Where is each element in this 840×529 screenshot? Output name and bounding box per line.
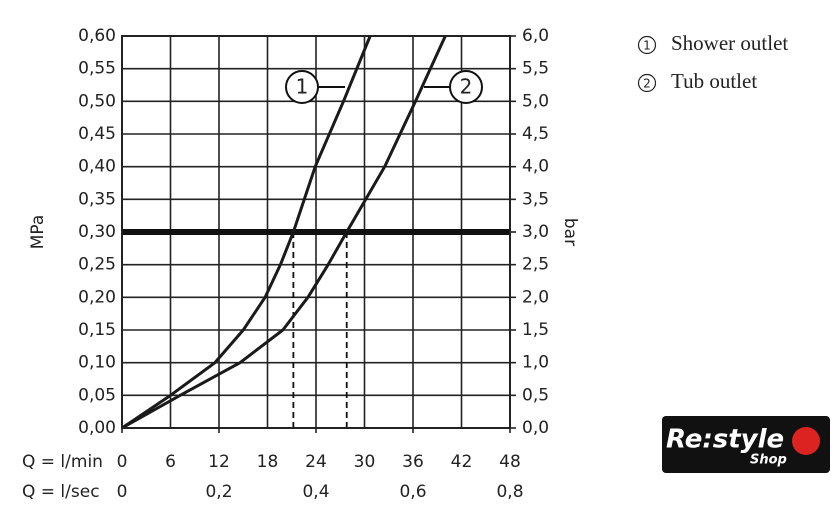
y2-tick-label: 3,5 — [522, 189, 549, 209]
legend-label: Shower outlet — [671, 31, 788, 55]
x-tick-label: 24 — [305, 452, 327, 472]
legend-symbol — [637, 73, 657, 93]
x-tick-label: 42 — [451, 452, 473, 472]
y-tick-label: 0,05 — [78, 385, 116, 405]
y2-tick-label: 0,5 — [522, 385, 549, 405]
callout-label: 1 — [296, 75, 309, 99]
plot-frame — [121, 35, 511, 429]
x2-axis-label: Q = l/sec — [22, 482, 100, 502]
y2-tick-label: 6,0 — [522, 26, 549, 46]
x-tick-label: 0 — [117, 452, 128, 472]
y2-tick-label: 0,0 — [522, 418, 549, 438]
y-tick-label: 0,60 — [78, 26, 116, 46]
x-tick-label: 30 — [354, 452, 376, 472]
y2-tick-label: 2,0 — [522, 287, 549, 307]
logo-box — [662, 416, 830, 473]
y-tick-label: 0,35 — [78, 189, 116, 209]
y2-tick-label: 1,0 — [522, 353, 549, 373]
x-tick-label: 36 — [402, 452, 424, 472]
legend-symbol-label: 1 — [643, 39, 651, 53]
x-tick-label: 6 — [165, 452, 176, 472]
y2-tick-label: 2,5 — [522, 255, 549, 275]
legend-label: Tub outlet — [671, 69, 757, 93]
y-tick-label: 0,10 — [78, 353, 116, 373]
y2-tick-label: 1,5 — [522, 320, 549, 340]
legend-symbol-label: 2 — [643, 77, 651, 91]
y2-tick-label: 3,0 — [522, 222, 549, 242]
y-tick-label: 0,40 — [78, 157, 116, 177]
y-tick-label: 0,15 — [78, 320, 116, 340]
y-axis-label: MPa — [28, 215, 48, 250]
x2-tick-label: 0,8 — [496, 482, 523, 502]
y2-tick-label: 4,5 — [522, 124, 549, 144]
logo-sub: Shop — [750, 453, 787, 468]
callout-label: 2 — [460, 75, 473, 99]
x2-tick-label: 0,6 — [399, 482, 426, 502]
x2-tick-label: 0 — [117, 482, 128, 502]
series-line — [121, 35, 447, 430]
y-tick-label: 0,20 — [78, 287, 116, 307]
y2-axis-label: bar — [560, 218, 580, 246]
x2-tick-label: 0,2 — [205, 482, 232, 502]
x-tick-label: 12 — [208, 452, 230, 472]
x2-tick-label: 0,4 — [302, 482, 329, 502]
y-tick-label: 0,25 — [78, 255, 116, 275]
legend-symbol — [637, 35, 657, 55]
callout-circle — [285, 70, 319, 104]
x-axis-label: Q = l/min — [22, 452, 103, 472]
y-tick-label: 0,45 — [78, 124, 116, 144]
y-tick-label: 0,50 — [78, 91, 116, 111]
y-tick-label: 0,55 — [78, 59, 116, 79]
logo-icon — [792, 427, 820, 455]
logo-text: Re:style — [666, 425, 784, 455]
x-tick-label: 48 — [499, 452, 521, 472]
callout-circle — [449, 70, 483, 104]
y-tick-label: 0,30 — [78, 222, 116, 242]
y-tick-label: 0,00 — [78, 418, 116, 438]
series-line — [121, 35, 372, 430]
x-tick-label: 18 — [257, 452, 279, 472]
y2-tick-label: 5,0 — [522, 91, 549, 111]
y2-tick-label: 4,0 — [522, 157, 549, 177]
y2-tick-label: 5,5 — [522, 59, 549, 79]
